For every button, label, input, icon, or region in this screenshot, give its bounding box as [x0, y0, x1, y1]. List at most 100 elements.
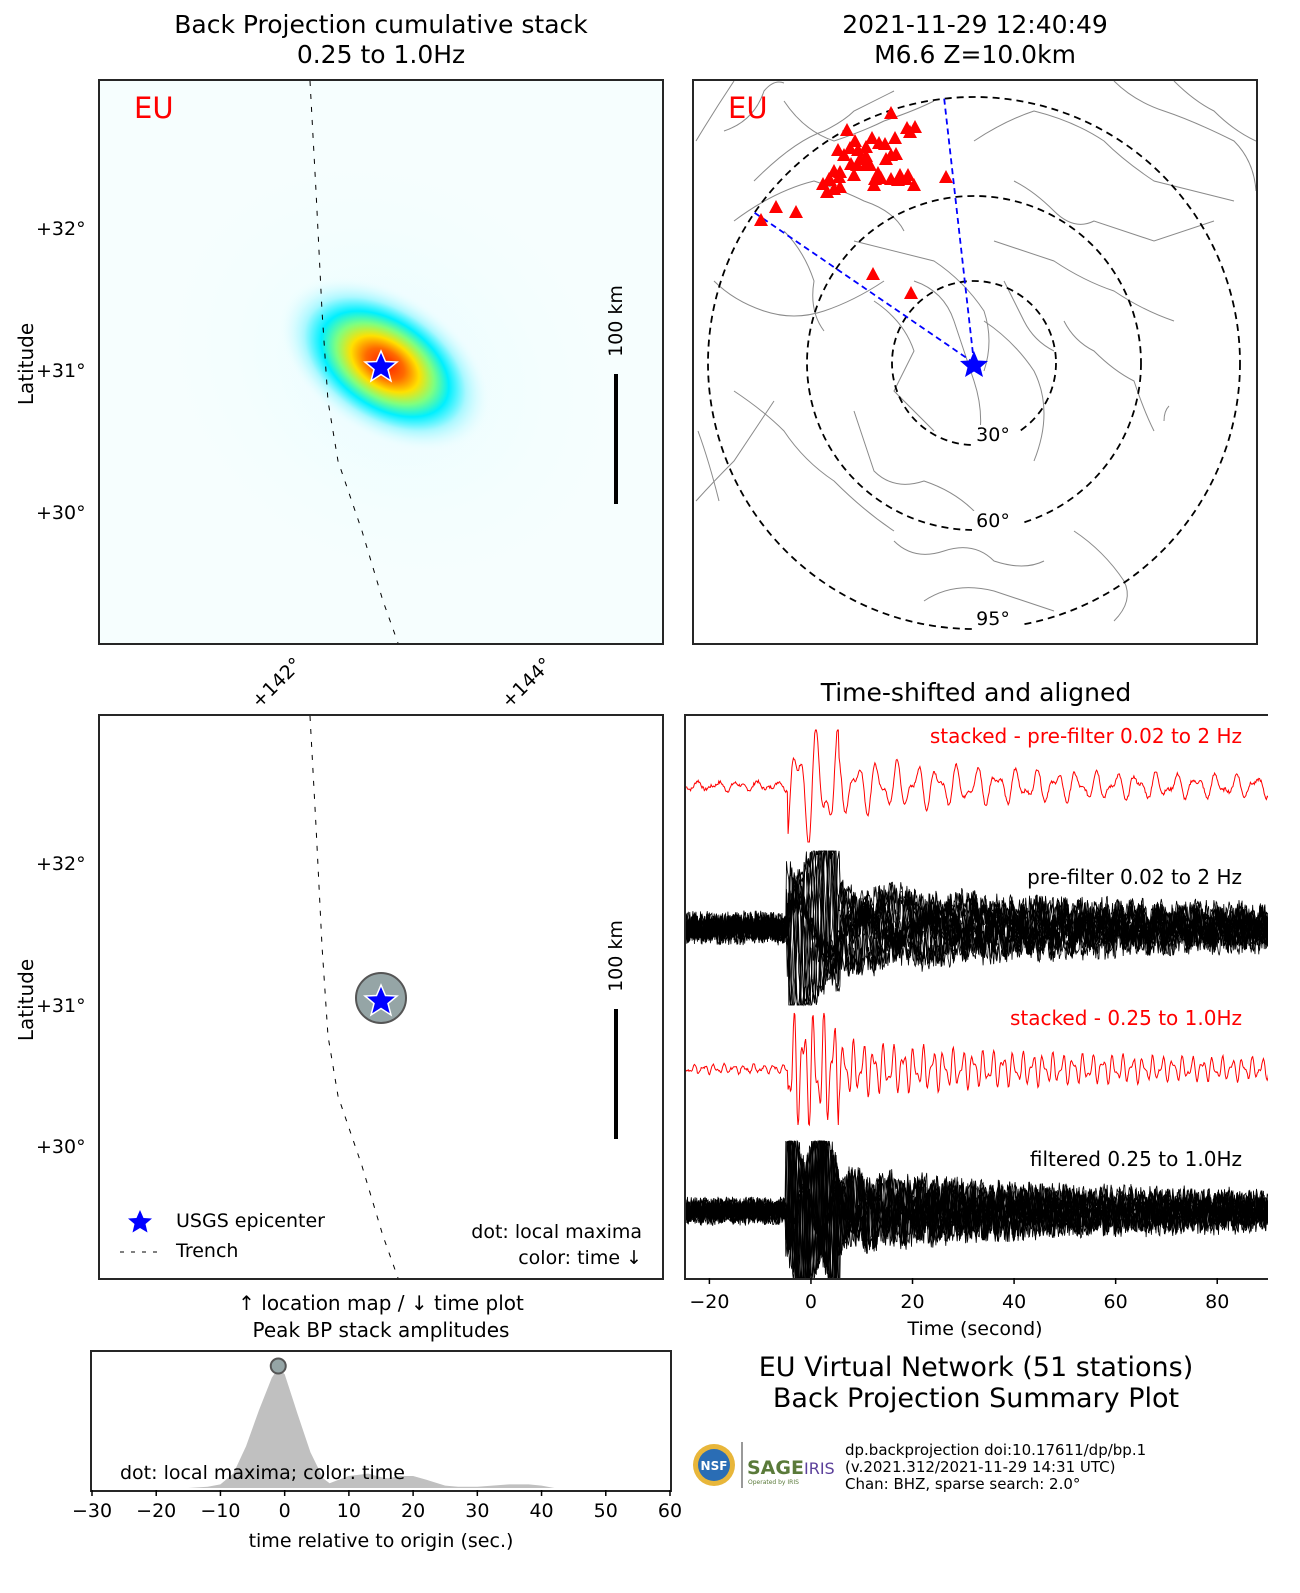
lat-tick-31: +31° [36, 995, 86, 1017]
traces-panel: stacked - pre-filter 0.02 to 2 Hz pre-fi… [684, 714, 1268, 1280]
azimuth-line-north [943, 96, 975, 364]
location-map-panel: 100 km USGS epicenter Trench dot: local … [98, 714, 664, 1280]
location-note: dot: local maxima color: time ↓ [471, 1219, 642, 1271]
legend-star-icon [128, 1210, 152, 1233]
trench-line [309, 81, 399, 643]
station-map-panel: 30° 60° 95° EU [692, 79, 1258, 645]
amplitude-maxima-dot [269, 1357, 287, 1375]
summary-title: EU Virtual Network (51 stations) Back Pr… [685, 1352, 1267, 1414]
coastlines [695, 81, 1256, 622]
station-triangle-icon [889, 147, 903, 160]
location-map-svg [120, 716, 618, 1278]
station-triangle-icon [884, 106, 898, 119]
location-note-line2: color: time ↓ [518, 1247, 642, 1269]
amplitude-x-tick-label: 20 [401, 1500, 425, 1522]
station-triangle-icon [769, 200, 783, 213]
trace-label-prefilter: pre-filter 0.02 to 2 Hz [1027, 865, 1242, 889]
iris-logo-text: IRIS [804, 1459, 835, 1478]
ring-95 [707, 96, 1241, 630]
location-note-line1: dot: local maxima [471, 1221, 642, 1243]
credits-text: dp.backprojection doi:10.17611/dp/bp.1 (… [845, 1442, 1146, 1493]
trace-label-filtered: filtered 0.25 to 1.0Hz [1029, 1147, 1242, 1171]
logos-svg: NSF SAGE IRIS Operated by IRIS [693, 1442, 835, 1488]
traces-svg [686, 729, 1268, 1278]
amplitude-x-tick-label: 0 [279, 1500, 291, 1522]
ring-label-95: 95° [976, 608, 1010, 630]
station-triangle-icon [879, 152, 893, 165]
traces-x-axis: −20 0 20 40 60 80 [689, 1278, 1229, 1313]
prefilter-station-trace [686, 850, 1268, 1006]
station-triangle-icon [867, 178, 881, 191]
station-triangle-icon [878, 137, 892, 150]
bp-stack-title-line1: Back Projection cumulative stack [174, 10, 588, 39]
amplitude-plot-panel: dot: local maxima; color: time [90, 1350, 672, 1492]
filtered-station-trace [686, 1140, 1268, 1278]
ring-label-30: 30° [976, 424, 1010, 446]
traces-xlabel: Time (second) [907, 1318, 1043, 1340]
station-triangle-icon [754, 213, 768, 226]
network-label: EU [134, 91, 174, 125]
station-triangle-icon [907, 178, 921, 191]
svg-text:NSF: NSF [701, 1459, 728, 1473]
station-triangle-icon [859, 149, 873, 162]
amplitude-plot-svg [92, 1357, 670, 1488]
azimuth-line-west [751, 210, 975, 364]
legend-epicenter-label: USGS epicenter [176, 1210, 325, 1232]
distance-rings [707, 96, 1241, 630]
middle-caption-line2: Peak BP stack amplitudes [252, 1318, 510, 1342]
traces-x-tick-label: 40 [1002, 1291, 1026, 1313]
amplitude-x-tick-label: 40 [529, 1500, 553, 1522]
logos: NSF SAGE IRIS Operated by IRIS [690, 1440, 840, 1490]
bp-stack-heatmap-panel: EU 100 km [98, 79, 664, 645]
traces-title: Time-shifted and aligned [820, 678, 1132, 707]
station-triangle-icon [888, 131, 902, 144]
ring-30 [891, 280, 1057, 446]
amplitude-x-tick-label: 10 [337, 1500, 361, 1522]
amplitude-x-tick-label: 50 [594, 1500, 618, 1522]
amplitude-x-tick-label: 60 [658, 1500, 682, 1522]
credits-doi: dp.backprojection doi:10.17611/dp/bp.1 [845, 1441, 1147, 1459]
summary-line2: Back Projection Summary Plot [772, 1383, 1180, 1414]
middle-caption: ↑ location map / ↓ time plot Peak BP sta… [100, 1290, 662, 1344]
traces-x-tick-label: 0 [805, 1291, 817, 1313]
bp-stack-heatmap-svg [100, 81, 662, 643]
traces-x-tick-label: 80 [1205, 1291, 1229, 1313]
epicenter-star-icon [363, 349, 399, 383]
credits-channel: Chan: BHZ, sparse search: 2.0° [845, 1475, 1081, 1493]
lat-tick-30: +30° [36, 1136, 86, 1158]
sage-logo-text: SAGE [747, 1457, 804, 1479]
prefilter-station-trace [686, 850, 1268, 1006]
stacked-filtered-trace [686, 1012, 1268, 1127]
amplitude-x-tick-label: −20 [136, 1500, 176, 1522]
lon-tick-144: +144° [497, 653, 557, 713]
station-triangle-icon [865, 131, 879, 144]
traces-x-tick-label: −20 [689, 1291, 729, 1313]
ring-label-bg-95 [972, 609, 1020, 633]
azimuth-range-lines [751, 96, 975, 364]
station-triangle-icon [863, 158, 877, 171]
station-triangle-icon [822, 172, 836, 185]
station-triangle-icon [833, 180, 847, 193]
lon-tick-142: +142° [247, 653, 307, 713]
ring-label-bg-60 [972, 511, 1020, 535]
ring-60 [806, 195, 1142, 531]
epicenter-star-icon [960, 351, 988, 377]
station-triangle-icon [789, 205, 803, 218]
scale-bar-label: 100 km [605, 920, 627, 992]
event-magnitude-depth: M6.6 Z=10.0km [874, 40, 1076, 69]
network-label: EU [728, 91, 768, 125]
amplitude-x-tick-label: −30 [72, 1500, 112, 1522]
scale-bar-label: 100 km [605, 285, 627, 357]
bp-stack-title-line2: 0.25 to 1.0Hz [296, 40, 466, 69]
ring-label-60: 60° [976, 510, 1010, 532]
trace-label-stacked-filtered: stacked - 0.25 to 1.0Hz [1010, 1006, 1242, 1030]
traces-x-tick-label: 60 [1104, 1291, 1128, 1313]
traces-x-tick-label: 20 [900, 1291, 924, 1313]
middle-caption-line1: ↑ location map / ↓ time plot [238, 1291, 524, 1315]
legend-trench-label: Trench [176, 1240, 239, 1262]
lat-tick-31: +31° [36, 360, 86, 382]
credits-version: (v.2021.312/2021-11-29 14:31 UTC) [845, 1458, 1116, 1476]
station-triangle-icon [939, 170, 953, 183]
station-triangle-icon [847, 168, 861, 181]
station-triangle-icon [848, 134, 862, 147]
